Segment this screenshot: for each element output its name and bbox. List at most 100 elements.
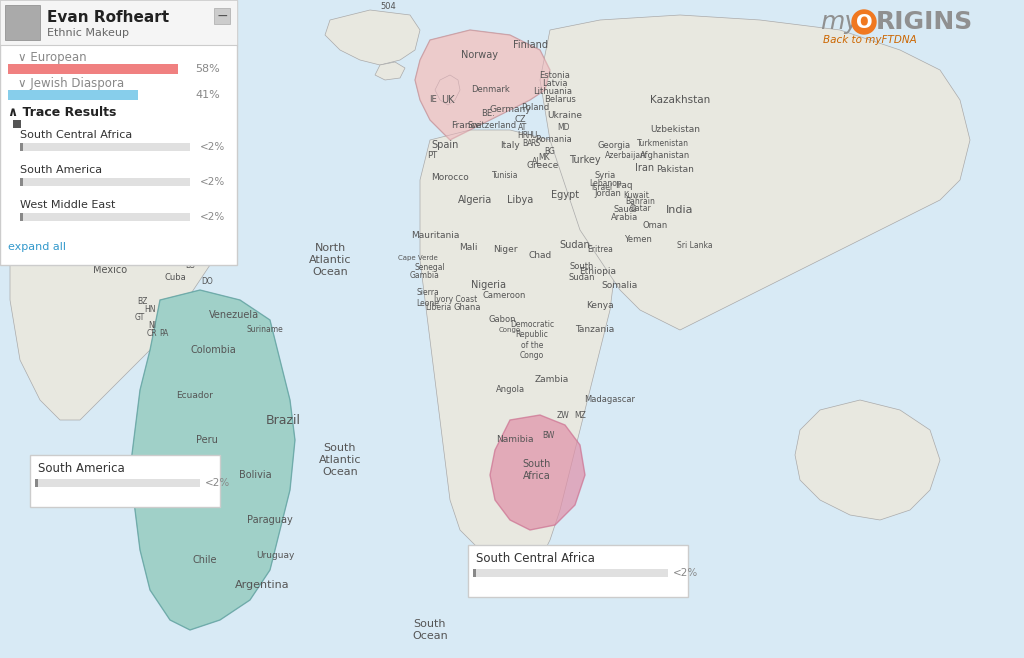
Text: South
Sudan: South Sudan — [568, 263, 595, 282]
Text: Ecuador: Ecuador — [176, 390, 213, 399]
Text: HU: HU — [526, 130, 538, 139]
Bar — [8, 90, 138, 100]
Text: Eritrea: Eritrea — [587, 245, 613, 255]
Text: Spain: Spain — [431, 140, 459, 150]
Text: Democratic
Republic
of the
Congo: Democratic Republic of the Congo — [510, 320, 554, 360]
Text: Uruguay: Uruguay — [256, 551, 294, 559]
Text: Norway: Norway — [462, 50, 499, 60]
Text: MK: MK — [539, 153, 550, 163]
Text: Suriname: Suriname — [247, 326, 284, 334]
Text: Afghanistan: Afghanistan — [640, 151, 690, 159]
Text: South Central Africa: South Central Africa — [20, 130, 132, 140]
FancyBboxPatch shape — [0, 0, 237, 265]
Text: PA: PA — [160, 330, 169, 338]
Bar — [20, 178, 23, 186]
Text: ZW: ZW — [557, 411, 569, 420]
Text: Somalia: Somalia — [602, 280, 638, 290]
Text: Back to myFTDNA: Back to myFTDNA — [823, 35, 916, 45]
Text: HR: HR — [517, 130, 528, 139]
Text: Brazil: Brazil — [265, 413, 300, 426]
Bar — [5, 5, 40, 40]
Text: Latvia: Latvia — [543, 78, 567, 88]
Text: <2%: <2% — [673, 568, 698, 578]
Text: <2%: <2% — [200, 212, 225, 222]
Text: BA: BA — [522, 138, 532, 147]
Polygon shape — [490, 415, 585, 530]
Text: Congo: Congo — [499, 327, 521, 333]
Text: BW: BW — [542, 430, 554, 440]
Text: Cuba: Cuba — [164, 274, 186, 282]
Polygon shape — [415, 30, 550, 140]
Text: South Central Africa: South Central Africa — [476, 553, 595, 565]
Bar — [473, 569, 668, 577]
Text: Madagascar: Madagascar — [585, 395, 636, 405]
Text: ∨ Jewish Diaspora: ∨ Jewish Diaspora — [18, 78, 124, 91]
Text: Kenya: Kenya — [586, 301, 613, 309]
Bar — [35, 479, 200, 487]
Polygon shape — [130, 290, 295, 630]
Text: Iran: Iran — [636, 163, 654, 173]
Text: BS: BS — [185, 261, 195, 270]
Text: Romania: Romania — [536, 136, 572, 145]
Text: Tanzania: Tanzania — [575, 326, 614, 334]
Text: Sierra
Leone: Sierra Leone — [417, 288, 439, 308]
Text: AL: AL — [532, 157, 542, 166]
Text: Georgia: Georgia — [597, 141, 631, 149]
Text: Iraq: Iraq — [615, 180, 633, 190]
Bar — [20, 143, 190, 151]
Bar — [35, 479, 38, 487]
Text: Syria: Syria — [594, 170, 615, 180]
Text: RIGINS: RIGINS — [876, 10, 973, 34]
Text: Gambia: Gambia — [410, 270, 440, 280]
Text: UK: UK — [441, 95, 455, 105]
Text: my: my — [820, 10, 859, 34]
Text: BG: BG — [545, 147, 555, 157]
Text: Sudan: Sudan — [560, 240, 591, 250]
FancyBboxPatch shape — [468, 545, 688, 597]
Text: Kazakhstan: Kazakhstan — [650, 95, 710, 105]
Text: Oman: Oman — [642, 220, 668, 230]
Text: Qatar: Qatar — [630, 203, 652, 213]
Text: Peru: Peru — [196, 435, 218, 445]
Text: AT: AT — [518, 124, 527, 132]
Text: South America: South America — [38, 463, 125, 476]
Text: Saudi: Saudi — [613, 205, 637, 215]
Polygon shape — [795, 400, 940, 520]
Text: Germany: Germany — [489, 105, 530, 114]
Bar — [20, 213, 23, 221]
Text: Uzbekistan: Uzbekistan — [650, 126, 700, 134]
Polygon shape — [375, 62, 406, 80]
Text: Yemen: Yemen — [624, 236, 652, 245]
Text: Israel: Israel — [592, 184, 612, 193]
Text: IE: IE — [429, 95, 437, 105]
Text: Jordan: Jordan — [595, 188, 622, 197]
Bar — [473, 569, 476, 577]
Text: Namibia: Namibia — [497, 436, 534, 445]
Text: RS: RS — [530, 138, 540, 147]
Bar — [8, 64, 178, 74]
Text: Morocco: Morocco — [431, 174, 469, 182]
Text: Lithuania: Lithuania — [534, 86, 572, 95]
Text: South America: South America — [20, 165, 102, 175]
Text: BZ: BZ — [137, 297, 147, 307]
Bar — [13, 120, 22, 128]
Text: South
Ocean: South Ocean — [412, 619, 447, 641]
Text: Turkmenistan: Turkmenistan — [637, 138, 689, 147]
Text: HN: HN — [144, 305, 156, 315]
Polygon shape — [420, 130, 615, 570]
Text: ∧ Trace Results: ∧ Trace Results — [8, 105, 117, 118]
Text: West Middle East: West Middle East — [20, 200, 116, 210]
Text: MZ: MZ — [574, 411, 586, 420]
Polygon shape — [325, 10, 420, 65]
Text: Ethnic Makeup: Ethnic Makeup — [47, 28, 129, 38]
Text: Liberia: Liberia — [425, 303, 452, 313]
Text: Mali: Mali — [459, 243, 477, 253]
Text: Cape Verde: Cape Verde — [398, 255, 438, 261]
Bar — [0, 0, 237, 45]
Text: <2%: <2% — [200, 177, 225, 187]
Text: Finland: Finland — [512, 40, 548, 50]
Text: Greece: Greece — [526, 161, 559, 170]
Text: Ivory Coast: Ivory Coast — [434, 295, 477, 305]
Text: Gabon: Gabon — [488, 315, 516, 324]
Text: Algeria: Algeria — [458, 195, 493, 205]
